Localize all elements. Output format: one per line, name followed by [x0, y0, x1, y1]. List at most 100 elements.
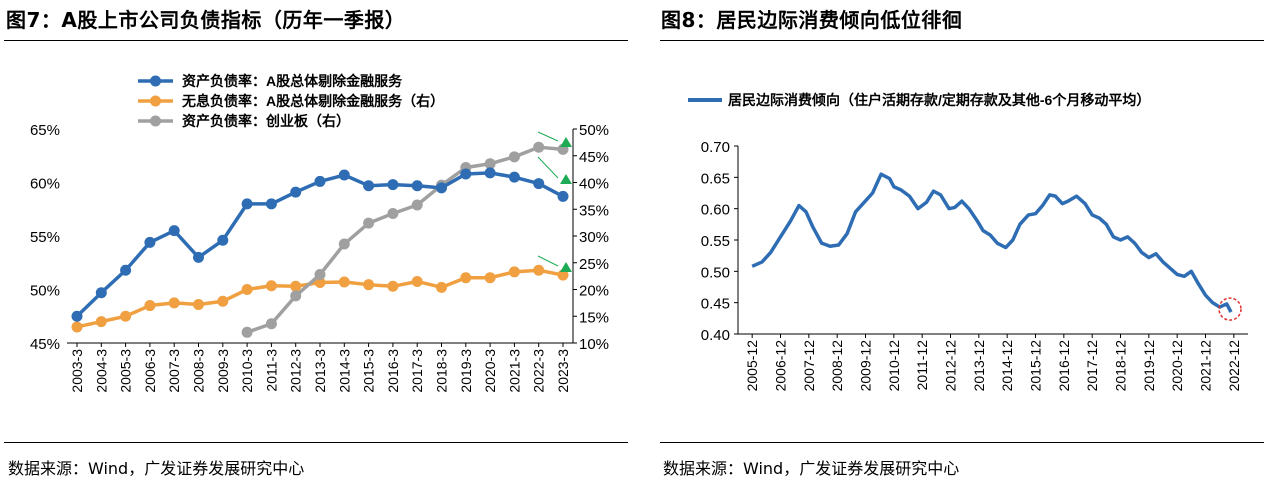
c1-series-point-2 — [265, 318, 277, 330]
c1-annotation-leader-1 — [537, 156, 559, 179]
c2-x-tick-label: 2017-12 — [1084, 340, 1100, 392]
c1-series-point-1 — [193, 298, 204, 310]
c1-left-tick-label: 55% — [30, 229, 60, 246]
c1-series-point-0 — [411, 180, 423, 192]
right-figure-title: 图8：居民边际消费倾向低位徘徊 — [661, 8, 963, 32]
c1-series-point-2 — [241, 326, 253, 338]
c1-series-point-2 — [484, 158, 496, 170]
c1-x-tick-label: 2013-3 — [312, 349, 328, 393]
c2-y-tick-label: 0.40 — [701, 327, 730, 344]
c1-series-point-2 — [363, 217, 375, 229]
c1-x-tick-label: 2012-3 — [288, 349, 304, 393]
c1-annotation-leader-2 — [537, 255, 559, 267]
c2-x-tick-label: 2006-12 — [773, 340, 789, 392]
c1-series-point-2 — [338, 238, 350, 250]
c1-series-point-1 — [533, 264, 545, 276]
c1-legend-marker-0 — [150, 75, 161, 87]
c1-x-tick-label: 2014-3 — [336, 349, 352, 393]
green-up-arrow-icon — [560, 262, 572, 272]
c1-series-point-1 — [95, 316, 107, 328]
c1-series-point-0 — [71, 310, 83, 322]
c2-x-tick-label: 2009-12 — [858, 340, 874, 392]
c1-series-point-0 — [460, 168, 472, 180]
c1-series-point-1 — [71, 321, 83, 333]
c1-left-tick-label: 45% — [30, 336, 60, 353]
c1-series-point-0 — [217, 234, 229, 246]
c1-series-point-0 — [144, 236, 156, 248]
c1-series-point-0 — [193, 251, 204, 263]
c1-series-point-1 — [363, 279, 375, 291]
c2-x-tick-label: 2013-12 — [971, 340, 987, 392]
c1-series-point-0 — [387, 179, 399, 191]
c2-y-tick-label: 0.50 — [701, 264, 730, 281]
c2-y-tick-label: 0.65 — [701, 170, 730, 187]
c2-x-tick-label: 2012-12 — [943, 340, 959, 392]
c2-y-tick-label: 0.55 — [701, 233, 730, 250]
c1-series-point-1 — [265, 280, 277, 292]
c1-series-point-0 — [363, 180, 375, 192]
c1-x-tick-label: 2009-3 — [215, 349, 231, 393]
c2-x-tick-label: 2018-12 — [1113, 340, 1129, 392]
left-source-note: 数据来源：Wind，广发证券发展研究中心 — [8, 459, 305, 478]
c1-x-tick-label: 2007-3 — [166, 349, 182, 393]
right-title-rule — [660, 40, 1264, 41]
c1-x-tick-label: 2021-3 — [506, 349, 522, 393]
c2-x-tick-label: 2007-12 — [801, 340, 817, 392]
c1-series-point-0 — [508, 171, 520, 183]
c2-x-tick-label: 2021-12 — [1198, 340, 1214, 392]
c1-legend-marker-1 — [150, 95, 161, 107]
right-source-note: 数据来源：Wind，广发证券发展研究中心 — [663, 459, 960, 478]
c1-x-tick-label: 2016-3 — [385, 349, 401, 393]
c1-x-tick-label: 2023-3 — [555, 349, 571, 393]
c1-series-point-1 — [460, 272, 472, 284]
right-source-rule — [660, 442, 1264, 443]
c1-x-tick-label: 2005-3 — [118, 349, 134, 393]
c1-legend-label-0: 资产负债率：A股总体剔除金融服务 — [182, 73, 403, 89]
c1-annotation-leader-0 — [537, 131, 559, 142]
c1-series-point-2 — [508, 151, 520, 163]
left-title-rule — [4, 40, 628, 41]
c1-right-tick-label: 45% — [579, 149, 609, 166]
c1-series-point-0 — [95, 287, 107, 299]
c1-series-point-0 — [338, 169, 350, 181]
green-up-arrow-icon — [560, 137, 572, 147]
c2-y-tick-label: 0.60 — [701, 202, 730, 219]
c1-series-point-0 — [168, 225, 180, 237]
c1-legend-label-2: 资产负债率：创业板（右） — [182, 113, 350, 129]
c1-series-point-0 — [557, 190, 569, 202]
c1-series-point-0 — [120, 264, 132, 276]
c2-x-tick-label: 2020-12 — [1169, 340, 1185, 392]
c1-series-point-2 — [387, 208, 399, 220]
c1-series-point-1 — [144, 300, 156, 312]
c2-x-tick-label: 2014-12 — [999, 340, 1015, 392]
c1-x-tick-label: 2003-3 — [69, 349, 85, 393]
c1-series-point-1 — [338, 276, 350, 288]
c1-right-tick-label: 10% — [579, 336, 609, 353]
c1-x-tick-label: 2004-3 — [93, 349, 109, 393]
c1-series-point-1 — [484, 272, 496, 284]
c2-y-tick-label: 0.45 — [701, 296, 730, 313]
c1-legend-label-1: 无息负债率：A股总体剔除金融服务（右） — [181, 93, 444, 109]
c1-right-tick-label: 40% — [579, 176, 609, 193]
c1-series-point-1 — [217, 295, 229, 307]
red-dashed-circle-icon — [1218, 297, 1242, 321]
c1-series-point-1 — [508, 266, 520, 278]
left-figure-title: 图7：A股上市公司负债指标（历年一季报） — [6, 8, 406, 32]
c2-y-tick-label: 0.70 — [701, 139, 730, 156]
c1-series-point-2 — [533, 141, 545, 153]
c1-x-tick-label: 2020-3 — [482, 349, 498, 393]
c1-x-tick-label: 2019-3 — [458, 349, 474, 393]
c1-series-point-0 — [484, 167, 496, 179]
c1-series-point-0 — [290, 186, 302, 198]
c2-x-tick-label: 2022-12 — [1226, 340, 1242, 392]
c1-series-point-1 — [168, 297, 180, 309]
c1-left-tick-label: 50% — [30, 283, 60, 300]
green-up-arrow-icon — [560, 174, 572, 184]
c1-right-tick-label: 30% — [579, 229, 609, 246]
c1-left-tick-label: 60% — [30, 176, 60, 193]
left-source-rule — [4, 442, 628, 443]
c1-x-tick-label: 2011-3 — [263, 349, 279, 392]
c1-series-point-1 — [387, 280, 399, 292]
c1-right-tick-label: 15% — [579, 309, 609, 326]
